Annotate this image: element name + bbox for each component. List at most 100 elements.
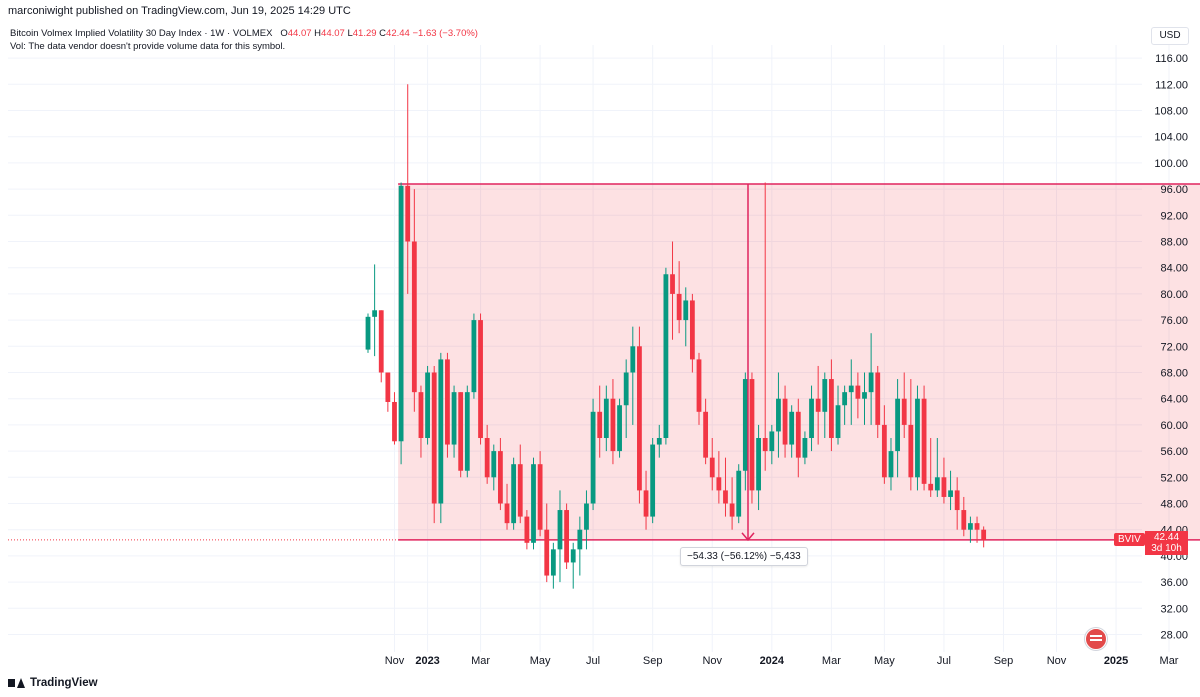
price-tick-label: 36.00 <box>1160 577 1188 589</box>
price-tick-label: 100.00 <box>1154 158 1188 170</box>
candle-body <box>372 310 378 317</box>
measure-overlay <box>8 184 755 542</box>
time-tick-label: May <box>530 655 551 667</box>
time-tick-label: Jul <box>586 655 600 667</box>
price-axis[interactable]: 28.0032.0036.0040.0044.0048.0052.0056.00… <box>1154 53 1188 641</box>
candle-body <box>881 424 887 478</box>
low-value: 41.29 <box>352 28 377 39</box>
candle-body <box>623 372 629 406</box>
close-label: C <box>379 28 387 39</box>
candle-body <box>398 185 404 442</box>
candle-body <box>835 405 841 438</box>
candle-body <box>365 316 371 350</box>
candle-body <box>676 293 682 321</box>
candle-body <box>584 503 589 530</box>
time-tick-label: Sep <box>643 655 663 667</box>
candle-body <box>458 392 464 471</box>
candle-body <box>842 392 848 406</box>
tradingview-logo-icon <box>8 678 26 688</box>
candle-body <box>405 185 411 242</box>
candle-body <box>411 241 417 393</box>
candle-body <box>961 510 967 530</box>
candle-body <box>524 516 530 543</box>
time-axis[interactable]: Nov 2023 Mar May Jul Sep Nov 2024 Mar May Jul Sep No… <box>385 655 1200 667</box>
candle-body <box>643 490 649 517</box>
candle-body <box>868 372 874 393</box>
time-tick-label: Mar <box>471 655 490 667</box>
candle-body <box>431 372 437 504</box>
candle-body <box>451 392 457 445</box>
candle-body <box>617 405 622 452</box>
candle-body <box>855 385 861 399</box>
candle-body <box>795 411 801 458</box>
candle-body <box>756 438 761 491</box>
candle-body <box>564 510 569 563</box>
close-value: 42.44 <box>386 28 410 39</box>
price-tick-label: 28.00 <box>1160 630 1188 642</box>
candle-body <box>954 490 960 511</box>
price-tick-label: 112.00 <box>1155 79 1188 91</box>
candle-body <box>544 529 550 576</box>
candle-body <box>637 346 642 491</box>
candle-body <box>848 385 854 393</box>
candle-body <box>670 274 675 294</box>
price-tick-label: 64.00 <box>1160 394 1188 406</box>
currency-selector[interactable]: USD <box>1151 27 1189 45</box>
time-tick-label: 2024 <box>760 655 785 667</box>
candle-body <box>590 411 596 504</box>
price-tick-label: 76.00 <box>1160 315 1188 327</box>
us-flag-icon[interactable] <box>1085 628 1107 650</box>
publish-header: marconiwight published on TradingView.co… <box>8 5 351 17</box>
time-tick-label: May <box>874 655 895 667</box>
candle-body <box>981 529 987 540</box>
volume-note: Vol: The data vendor doesn't provide vol… <box>10 41 286 52</box>
candle-body <box>557 510 563 550</box>
candle-body <box>968 523 973 530</box>
candle-body <box>610 398 616 452</box>
candle-body <box>776 398 781 432</box>
candle-body <box>709 457 715 478</box>
candle-body <box>504 503 510 524</box>
tradingview-brand[interactable]: TradingView <box>8 677 98 689</box>
candle-body <box>577 529 583 550</box>
candle-body <box>650 444 656 517</box>
candle-body <box>663 274 669 438</box>
candle-body <box>511 464 517 524</box>
price-tick-label: 60.00 <box>1160 420 1188 432</box>
price-tick-label: 104.00 <box>1154 132 1188 144</box>
symbol-title[interactable]: Bitcoin Volmex Implied Volatility 30 Day… <box>10 28 273 39</box>
candle-body <box>531 464 536 543</box>
candle-body <box>948 490 953 497</box>
candle-body <box>782 398 788 445</box>
candle-body <box>630 346 636 373</box>
candle-body <box>749 379 755 491</box>
candle-body <box>921 398 927 484</box>
candle-body <box>934 477 940 491</box>
time-tick-label: 2023 <box>415 655 439 667</box>
price-tick-label: 52.00 <box>1160 472 1188 484</box>
candle-body <box>769 431 775 452</box>
price-tag-countdown: 3d 10h <box>1151 543 1182 554</box>
candle-body <box>378 310 384 373</box>
candle-body <box>941 477 947 497</box>
measure-arrowhead <box>741 532 755 542</box>
open-value: 44.07 <box>287 28 312 39</box>
candle-body <box>862 392 867 399</box>
time-tick-label: Mar <box>1160 655 1179 667</box>
price-tick-label: 80.00 <box>1160 289 1188 301</box>
measure-label: −54.33 (−56.12%) −5,433 <box>680 547 808 566</box>
candle-body <box>815 398 821 412</box>
open-label: O <box>280 28 288 39</box>
time-tick-label: Sep <box>994 655 1014 667</box>
candle-body <box>418 392 424 438</box>
candle-body <box>478 320 483 438</box>
change-value: −1.63 (−3.70%) <box>412 28 478 39</box>
time-tick-label: 2025 <box>1104 655 1128 667</box>
candle-body <box>464 392 470 471</box>
price-tag-value: 42.44 3d 10h <box>1145 531 1188 555</box>
candle-body <box>802 438 808 458</box>
candle-body <box>789 411 795 445</box>
high-value: 44.07 <box>321 28 345 39</box>
candle-body <box>438 359 444 504</box>
